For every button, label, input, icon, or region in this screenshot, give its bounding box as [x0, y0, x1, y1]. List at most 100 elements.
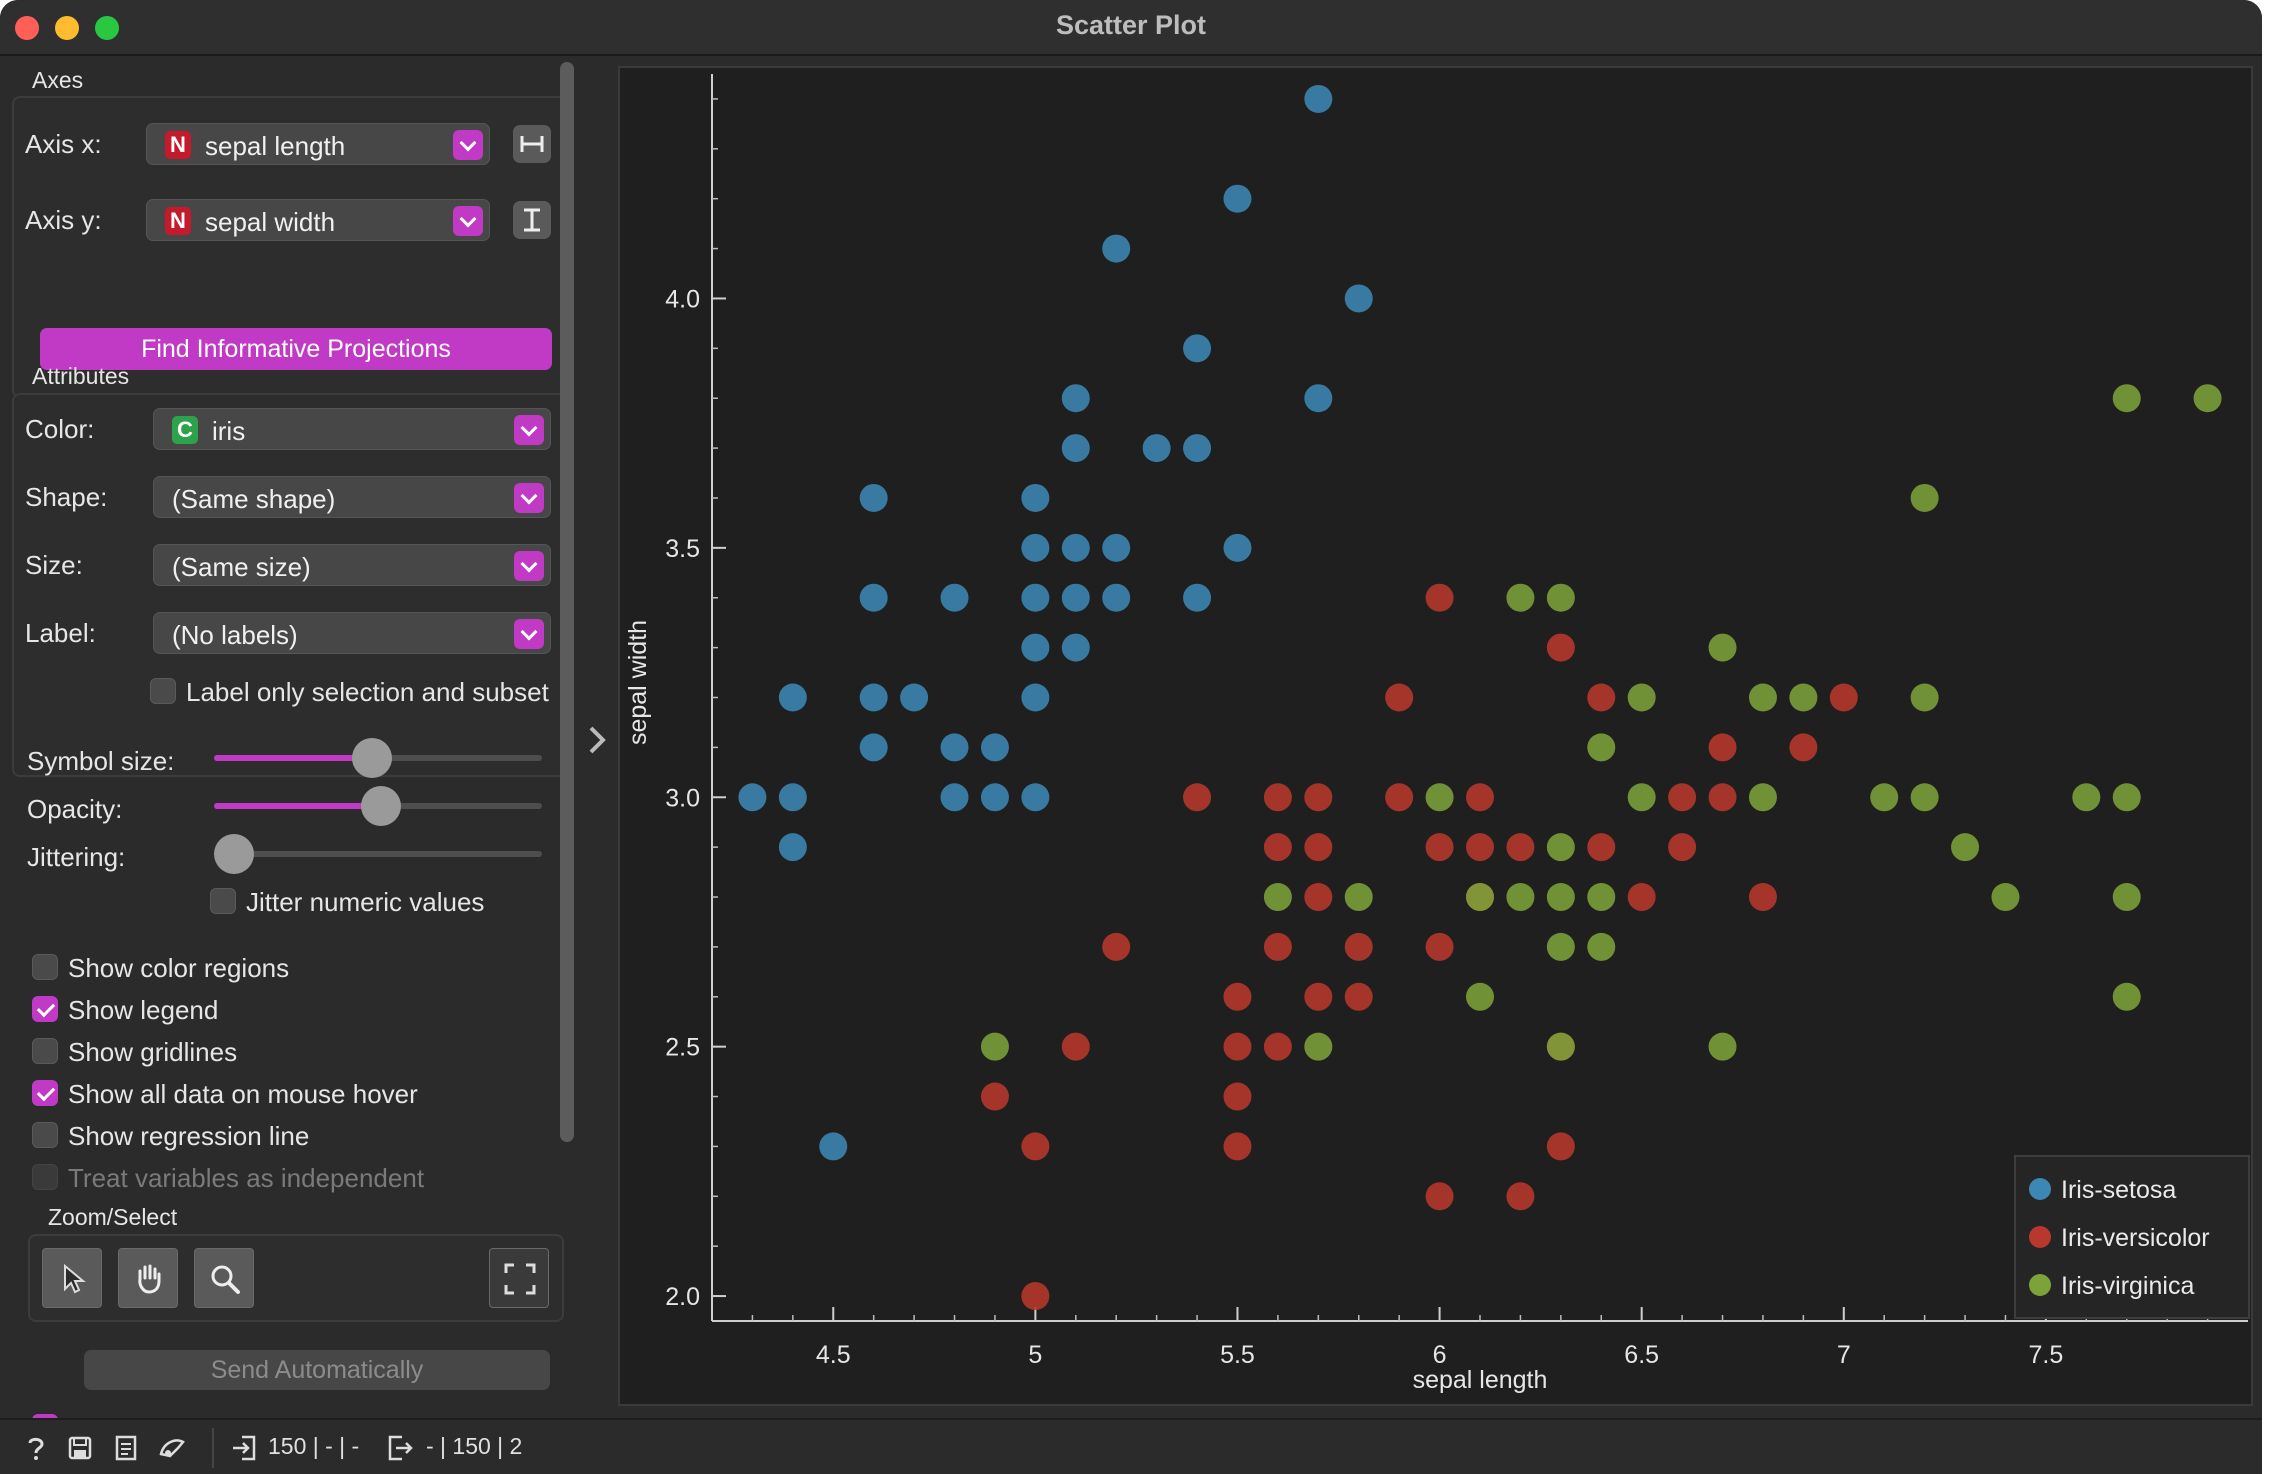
option-checkbox[interactable]: [32, 1038, 58, 1064]
legend-label: Iris-setosa: [2061, 1176, 2176, 1204]
data-point: [1870, 783, 1899, 812]
collapse-panel-button[interactable]: [585, 720, 609, 760]
input-summary: 150 | - | -: [268, 1433, 360, 1459]
data-point: [1263, 783, 1292, 812]
find-informative-projections-button[interactable]: Find Informative Projections: [40, 328, 552, 370]
axes-section-title: Axes: [32, 67, 84, 93]
data-point: [1627, 783, 1656, 812]
option-checkbox[interactable]: [32, 1080, 58, 1106]
data-point: [859, 483, 888, 512]
data-point: [1304, 783, 1333, 812]
data-point: [1425, 783, 1454, 812]
data-point: [1627, 683, 1656, 712]
slider-handle[interactable]: [214, 834, 254, 874]
plot-area[interactable]: 4.5 5 5.5 6 6.5 7 7.5 2.0 2.5 3.0 3.5 4.0 sepal leng…: [618, 66, 2253, 1406]
status-bar: 150 | - | - - | 150 | 2: [0, 1418, 2262, 1474]
data-point: [1183, 583, 1212, 612]
data-point: [1627, 883, 1656, 912]
axis-x-select[interactable]: N sepal length: [146, 123, 490, 165]
data-point: [980, 733, 1009, 762]
option-label: Show regression line: [68, 1121, 310, 1151]
data-point: [1223, 1032, 1252, 1061]
data-point: [940, 733, 969, 762]
option-checkbox[interactable]: [32, 954, 58, 980]
data-point: [2193, 384, 2222, 413]
maximize-window-button[interactable]: [95, 16, 119, 40]
data-point: [1668, 833, 1697, 862]
pan-tool-button[interactable]: [118, 1248, 178, 1308]
data-point: [1910, 483, 1939, 512]
data-point: [1142, 434, 1171, 463]
axis-y-select[interactable]: N sepal width: [146, 199, 490, 241]
categorical-variable-icon: C: [172, 416, 198, 444]
send-automatically-button[interactable]: Send Automatically: [84, 1350, 550, 1390]
scrollbar-thumb[interactable]: [560, 62, 574, 1142]
option-label: Treat variables as independent: [68, 1163, 425, 1193]
chevron-down-icon: [514, 551, 544, 581]
data-point: [1991, 883, 2020, 912]
jitter-numeric-checkbox[interactable]: [210, 888, 236, 914]
legend-marker: [2029, 1178, 2051, 1200]
slider-handle[interactable]: [352, 738, 393, 778]
axis-x-range-button[interactable]: [513, 125, 551, 163]
legend-label: Iris-virginica: [2061, 1272, 2194, 1300]
data-point: [1021, 583, 1050, 612]
jittering-slider[interactable]: [214, 834, 542, 874]
data-point: [1910, 683, 1939, 712]
shape-select[interactable]: (Same shape): [153, 476, 551, 518]
data-point: [859, 733, 888, 762]
data-point: [1183, 783, 1212, 812]
symbol-size-slider[interactable]: [214, 738, 542, 778]
option-label: Show legend: [68, 995, 219, 1025]
data-point: [1546, 633, 1575, 662]
option-checkbox[interactable]: [32, 1122, 58, 1148]
reset-zoom-button[interactable]: [489, 1248, 549, 1308]
data-point: [1466, 833, 1494, 862]
scatter-chart[interactable]: 4.5 5 5.5 6 6.5 7 7.5 2.0 2.5 3.0 3.5 4.0 sepal leng…: [620, 68, 2255, 1408]
option-checkbox: [32, 1164, 58, 1190]
axis-y-range-button[interactable]: [513, 201, 551, 239]
shape-value: (Same shape): [172, 484, 336, 514]
opacity-slider[interactable]: [214, 786, 542, 826]
help-icon[interactable]: [22, 1434, 50, 1462]
x-tick-label: 4.5: [816, 1341, 851, 1369]
option-label: Show gridlines: [68, 1037, 238, 1067]
legend-box: [2014, 1155, 2250, 1319]
legend-label: Iris-versicolor: [2061, 1224, 2210, 1252]
visual-settings-icon[interactable]: [158, 1434, 186, 1462]
save-icon[interactable]: [66, 1434, 94, 1462]
data-point: [1708, 783, 1737, 812]
report-icon[interactable]: [112, 1434, 140, 1462]
slider-handle[interactable]: [360, 786, 401, 826]
data-point: [1708, 733, 1737, 762]
select-tool-button[interactable]: [42, 1248, 102, 1308]
data-point: [1223, 533, 1252, 562]
size-select[interactable]: (Same size): [153, 544, 551, 586]
y-tick-label: 3.5: [665, 535, 700, 563]
data-point: [1708, 633, 1737, 662]
data-point: [1021, 783, 1050, 812]
data-point: [1546, 932, 1575, 961]
label-only-selection-checkbox[interactable]: [150, 678, 176, 704]
data-point: [1061, 384, 1090, 413]
color-label: Color:: [25, 414, 95, 444]
data-point: [2072, 783, 2101, 812]
chevron-down-icon: [453, 206, 483, 236]
zoom-tool-button[interactable]: [194, 1248, 254, 1308]
data-point: [1304, 1032, 1333, 1061]
data-point: [778, 783, 807, 812]
color-select[interactable]: C iris: [153, 408, 551, 450]
close-window-button[interactable]: [15, 16, 39, 40]
label-value: (No labels): [172, 620, 298, 650]
chevron-right-icon: [589, 726, 606, 754]
option-checkbox[interactable]: [32, 996, 58, 1022]
label-only-selection-label: Label only selection and subset: [186, 677, 549, 707]
data-point: [1466, 982, 1494, 1011]
data-point: [1425, 833, 1454, 862]
chevron-down-icon: [453, 130, 483, 160]
panel-scrollbar[interactable]: [560, 62, 574, 1142]
minimize-window-button[interactable]: [55, 16, 79, 40]
data-point: [980, 1032, 1009, 1061]
data-point: [1223, 1082, 1252, 1111]
label-select[interactable]: (No labels): [153, 612, 551, 654]
